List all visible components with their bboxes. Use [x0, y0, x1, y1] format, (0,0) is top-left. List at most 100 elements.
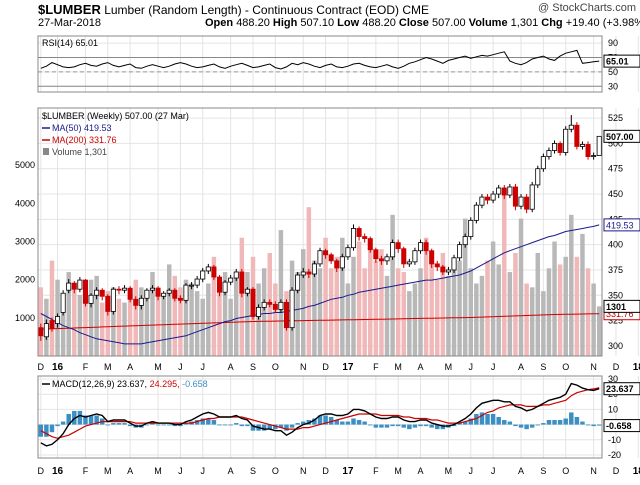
volume-bar: [278, 230, 284, 356]
macd-histogram-bar: [105, 424, 111, 426]
close-label: Close: [398, 17, 429, 29]
ma200-legend: MA(200) 331.76: [52, 135, 117, 145]
candle-body: [66, 282, 72, 291]
x-axis-label-bottom: 17: [342, 466, 354, 477]
candle-body: [161, 292, 167, 297]
candle-body: [177, 297, 183, 301]
volume-value: 1,301: [510, 17, 539, 29]
ma50-legend: MA(50) 419.53: [52, 123, 112, 133]
volume-bar: [222, 272, 228, 356]
macd-signal-line: [40, 387, 600, 439]
volume-bar: [116, 298, 122, 356]
macd-histogram-bar: [38, 424, 44, 437]
candle-body: [540, 156, 546, 170]
x-axis-label: M: [104, 362, 112, 372]
candle-body: [99, 289, 105, 297]
candle-body: [328, 254, 334, 262]
quote-summary: Open 488.20 High 507.10 Low 488.20 Close…: [205, 17, 640, 29]
volume-bar: [105, 291, 111, 356]
macd-hist-last-value: -0.658: [606, 421, 632, 431]
macd-histogram-bar: [518, 424, 524, 428]
candle-body: [468, 219, 474, 237]
macd-legend-part: MACD(12,26,9): [52, 379, 117, 389]
candle-body: [345, 247, 351, 258]
volume-bar: [541, 291, 546, 356]
macd-histogram-bar: [172, 424, 178, 427]
volume-bar: [317, 268, 323, 356]
candle-body: [211, 266, 217, 278]
candle-body: [149, 287, 155, 291]
volume-bar: [261, 268, 267, 356]
candle-body: [272, 303, 278, 310]
macd-histogram-bar: [340, 421, 345, 425]
macd-histogram-bar: [563, 418, 568, 425]
candle-body: [222, 281, 228, 293]
candle-body: [473, 204, 479, 221]
candle-body: [479, 196, 485, 206]
macd-histogram-bar: [111, 423, 116, 425]
x-axis-label: F: [373, 362, 379, 372]
candle-body: [406, 261, 412, 265]
macd-histogram-bar: [267, 424, 272, 430]
x-axis-label-bottom: J: [178, 466, 183, 476]
x-axis-label: O: [272, 362, 279, 372]
x-axis-label-bottom: A: [518, 466, 524, 476]
volume-bar: [440, 252, 446, 356]
macd-y-tick-label: -10: [608, 435, 621, 445]
candle-body: [378, 258, 384, 262]
brand-label: @ StockCharts.com: [538, 2, 636, 14]
macd-histogram-bar: [591, 424, 596, 427]
volume-bar: [479, 275, 485, 356]
volume-bar: [490, 241, 496, 356]
candle-body: [233, 271, 239, 279]
volume-bar: [591, 283, 596, 356]
candle-body: [183, 284, 189, 301]
candle-body: [563, 128, 569, 153]
macd-histogram-bar: [580, 421, 585, 425]
volume-bar: [379, 249, 384, 356]
x-axis-label: M: [394, 362, 402, 372]
volume-bar: [423, 237, 429, 356]
volume-bar: [373, 260, 379, 356]
candle-body: [367, 238, 373, 251]
macd-histogram-bar: [462, 421, 468, 425]
volume-legend-swatch: [43, 148, 49, 155]
volume-bar: [183, 279, 189, 356]
volume-bar: [228, 298, 233, 356]
macd-histogram-bar: [144, 424, 150, 426]
rsi-y-tick-label: 50: [608, 67, 618, 77]
macd-histogram-bar: [122, 423, 127, 425]
low-label: Low: [337, 17, 360, 29]
volume-bar: [301, 249, 306, 356]
volume-bar: [306, 207, 312, 356]
macd-histogram-bar: [356, 420, 362, 425]
volume-bar: [77, 294, 83, 356]
price-y-tick-label: 475: [608, 164, 623, 174]
macd-histogram-bar: [261, 424, 267, 431]
macd-last-value: 23.637: [606, 384, 634, 394]
macd-histogram-bar: [435, 424, 440, 430]
macd-y-tick-label: -20: [608, 450, 621, 460]
volume-bar: [155, 287, 161, 356]
volume-bar: [200, 298, 205, 356]
candle-body: [49, 320, 55, 330]
volume-bar: [412, 283, 418, 356]
macd-histogram-bar: [206, 418, 211, 425]
candle-body: [507, 186, 513, 196]
macd-histogram-bar: [289, 424, 295, 428]
rsi-line: [40, 49, 600, 70]
macd-histogram-bar: [295, 423, 300, 425]
low-value: 488.20: [362, 17, 396, 29]
x-axis-label: S: [250, 362, 256, 372]
candle-body: [77, 279, 83, 290]
macd-histogram-bar: [211, 420, 217, 425]
volume-bar: [468, 268, 474, 356]
macd-histogram-bar: [127, 424, 133, 427]
macd-histogram-bar: [362, 421, 367, 425]
volume-tick-label: 5000: [15, 160, 35, 170]
macd-histogram-bar: [250, 424, 256, 431]
candle-body: [256, 307, 262, 317]
ma200-last-value: 331.76: [606, 309, 634, 319]
macd-histogram-bar: [457, 423, 462, 425]
macd-histogram-bar: [596, 424, 602, 426]
